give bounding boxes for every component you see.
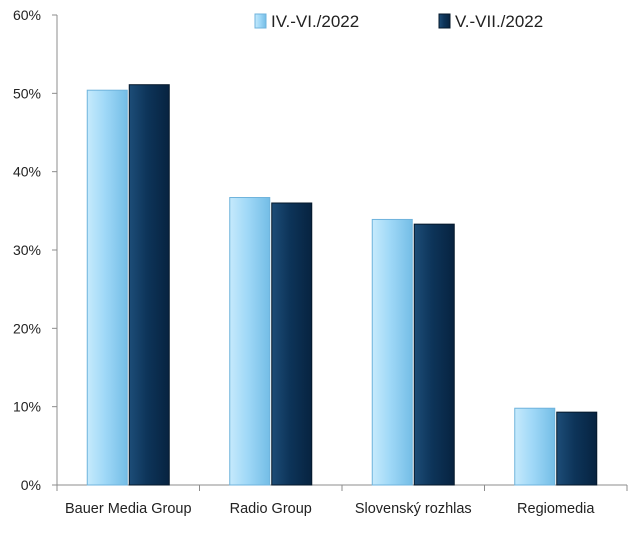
bar-light	[371, 218, 413, 486]
y-tick-label: 30%	[13, 242, 41, 258]
legend-label: V.-VII./2022	[455, 12, 543, 31]
y-tick-label: 60%	[13, 7, 41, 23]
bar-dark	[128, 84, 170, 486]
bar-dark	[271, 202, 313, 486]
x-category-label: Regiomedia	[517, 501, 595, 517]
y-tick-label: 40%	[13, 164, 41, 180]
legend-label: IV.-VI./2022	[271, 12, 359, 31]
x-category-label: Radio Group	[230, 501, 312, 517]
x-category-label: Bauer Media Group	[65, 501, 192, 517]
x-category-label: Slovenský rozhlas	[355, 501, 472, 517]
legend-swatch	[438, 13, 451, 29]
bar-dark	[556, 411, 598, 486]
legend-swatch	[254, 13, 267, 29]
y-tick-label: 0%	[21, 477, 41, 493]
bar-light	[229, 197, 271, 486]
y-tick-label: 20%	[13, 320, 41, 336]
y-tick-label: 50%	[13, 85, 41, 101]
legend: IV.-VI./2022 V.-VII./2022	[254, 12, 543, 31]
y-tick-label: 10%	[13, 399, 41, 415]
bar-light	[86, 89, 128, 486]
bar-dark	[413, 223, 455, 486]
bar-light	[514, 407, 556, 486]
